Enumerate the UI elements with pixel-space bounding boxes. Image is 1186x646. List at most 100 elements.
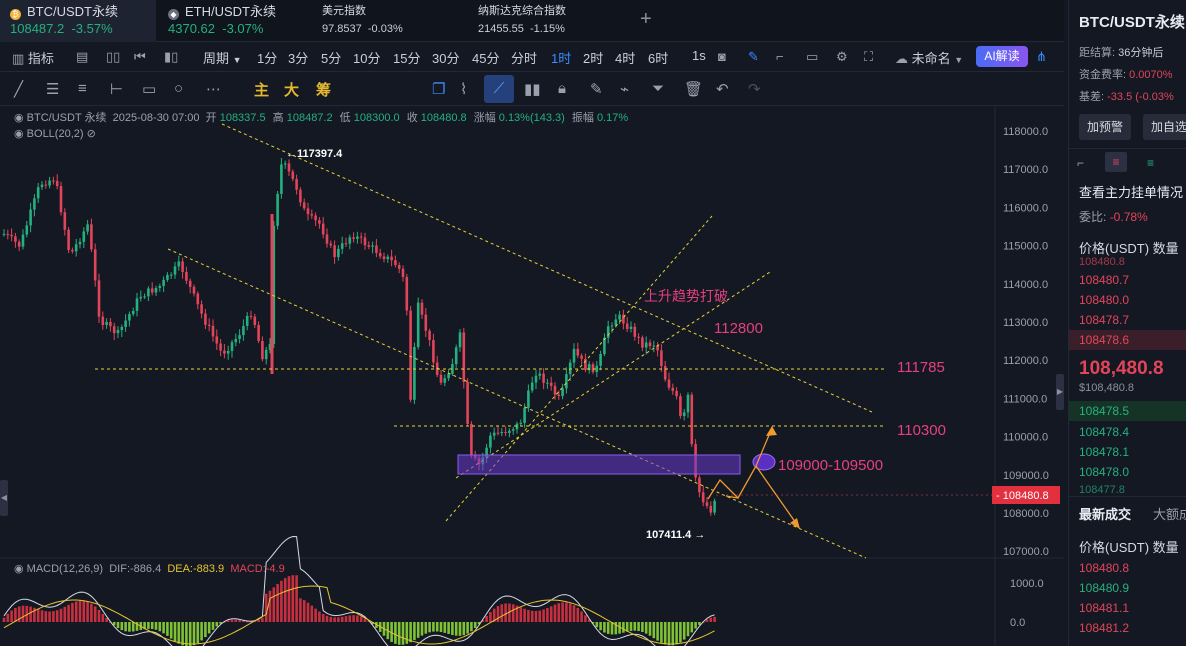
candle-body [470,423,473,455]
hide-icon[interactable]: ⊘ [86,128,96,140]
trendline-icon[interactable]: ╱ [14,81,24,98]
candle-body [177,261,181,267]
filter-icon[interactable]: ⏷ [652,80,665,97]
add-watchlist-button[interactable]: 加自选 [1143,114,1186,140]
macd-bar [242,620,245,622]
interval-15m[interactable]: 15分 [393,51,421,66]
candle-body [352,237,355,239]
candle-body [637,336,640,338]
macd-bar [515,605,519,622]
orderbook-both-icon[interactable]: ⌐ [1077,156,1085,170]
orderbook-asks-icon[interactable]: ≡ [1105,152,1127,172]
indicators-button[interactable]: ▥ 指标 [12,48,54,67]
tab-btc[interactable]: ₿ BTC/USDT永续 108487.2 -3.57% [0,0,156,42]
bid-row[interactable]: 108478.4 [1079,425,1130,439]
interval-1s[interactable]: 1s [692,48,706,63]
macd-bar [333,617,336,622]
ai-interpret-button[interactable]: AI解读 [976,46,1028,67]
bid-row[interactable]: 108478.5 [1079,404,1130,418]
interval-30m[interactable]: 30分 [432,51,460,66]
replay-icon[interactable]: ⏮ [134,49,146,64]
interval-45m[interactable]: 45分 [472,51,500,66]
add-alert-button[interactable]: 加预警 [1079,114,1132,140]
tab-large-trades[interactable]: 大额成 [1153,507,1186,522]
chart-canvas[interactable]: 118000.0 117000.0 116000.0 115000.0 114000.0… [0,106,1064,646]
large-order-button[interactable]: 大 [284,82,300,99]
tab-dxy-change: -0.03% [367,23,403,35]
interval-2h[interactable]: 2时 [583,51,604,66]
main-orders-title[interactable]: 查看主力挂单情况 [1079,185,1184,200]
macd-bar [424,622,428,634]
note-icon[interactable]: ✎ [590,81,603,98]
macd-bar [618,622,621,634]
layout-name-label: 未命名 [911,51,951,66]
layout-icon[interactable]: ▯▯ [106,49,121,64]
price-tick-label: 111000.0 [1003,393,1047,405]
interval-10m[interactable]: 10分 [353,51,381,66]
more-icon[interactable]: ⋯ [206,81,221,98]
bid-row[interactable]: 108477.8 [1079,484,1125,496]
interval-3m[interactable]: 3分 [288,51,309,66]
tab-btc-name: BTC/USDT永续 [27,4,119,19]
left-collapse-handle[interactable]: ◀ [0,480,8,516]
pattern-tool-icon[interactable]: ⟋ [484,75,514,103]
candles-icon[interactable]: ▮▮ [524,81,541,98]
ask-row[interactable]: 108478.6 [1079,333,1130,347]
candle-body [310,214,314,216]
circle-icon[interactable]: ○ [174,80,184,97]
redo-icon[interactable]: ↷ [748,81,761,98]
parallel-lines-icon[interactable]: ☰ [46,81,60,98]
pen-icon[interactable]: ✎ [748,49,759,64]
macd-bar [36,609,40,622]
horizontal-line-icon[interactable]: ⊢ [110,81,124,98]
bid-row[interactable]: 108478.0 [1079,465,1130,479]
main-force-button[interactable]: 主 [254,82,270,99]
orderbook-bids-icon[interactable]: ≡ [1147,156,1155,170]
tab-latest-trades[interactable]: 最新成交 [1079,507,1132,522]
camera-icon[interactable]: ◙ [718,49,726,64]
ask-row[interactable]: 108480.8 [1079,256,1125,268]
interval-1h[interactable]: 1时 [551,51,572,66]
undo-icon[interactable]: ↶ [716,81,729,98]
ask-row[interactable]: 108480.7 [1079,273,1130,287]
macd-bar [458,622,462,636]
rectangle-icon[interactable]: ▭ [142,81,157,98]
tab-eth[interactable]: ◆ ETH/USDT永续 4370.62 -3.07% [158,0,306,42]
candle-body [10,234,13,237]
interval-timeline[interactable]: 分时 [511,51,538,66]
interval-6h[interactable]: 6时 [648,51,669,66]
channel-icon[interactable]: ≡ [78,80,87,97]
bid-row[interactable]: 108478.1 [1079,445,1130,459]
calendar-icon[interactable]: ▤ [76,49,89,64]
copy-icon[interactable]: ❐ [432,81,446,98]
gear-icon[interactable]: ⚙ [836,49,848,64]
bar-style-icon[interactable]: ▮▯ [164,49,179,64]
tab-nasdaq[interactable]: 纳斯达克综合指数 21455.55 -1.15% [468,0,628,42]
interval-4h[interactable]: 4时 [615,51,636,66]
boll-legend[interactable]: ◉ BOLL(20,2) ⊘ [14,127,96,140]
candle-body [234,338,238,343]
layout-name-dropdown[interactable]: ☁ 未命名 ▼ [895,48,963,67]
chips-button[interactable]: 筹 [316,82,332,99]
ask-row[interactable]: 108478.7 [1079,313,1130,327]
lock-icon[interactable]: 🔒︎ [558,80,566,97]
add-tab-icon[interactable]: + [640,8,652,30]
candle-body [447,373,450,379]
trash-icon[interactable]: 🗑︎ [684,81,704,98]
period-dropdown[interactable]: 周期 ▼ [203,48,242,67]
fullscreen-icon[interactable]: ⛶ [864,49,874,64]
candle-body [542,373,545,383]
price-chart[interactable]: 118000.0 117000.0 116000.0 115000.0 114000.0… [0,106,1064,646]
share-icon[interactable]: ⋔ [1036,49,1047,64]
brush-icon[interactable]: ⌁ [620,81,630,98]
ask-row[interactable]: 108480.0 [1079,293,1130,307]
macd-bar [55,610,59,622]
interval-5m[interactable]: 5分 [321,51,342,66]
right-collapse-handle[interactable]: ▶ [1056,374,1064,410]
ruler-icon[interactable]: ⌇ [460,81,468,98]
macd-bar [435,622,439,632]
interval-1m[interactable]: 1分 [257,51,278,66]
settings-panel-icon[interactable]: ▭ [806,49,819,64]
tab-dxy[interactable]: 美元指数 97.8537 -0.03% [312,0,462,42]
crop-icon[interactable]: ⌐ [776,49,784,64]
